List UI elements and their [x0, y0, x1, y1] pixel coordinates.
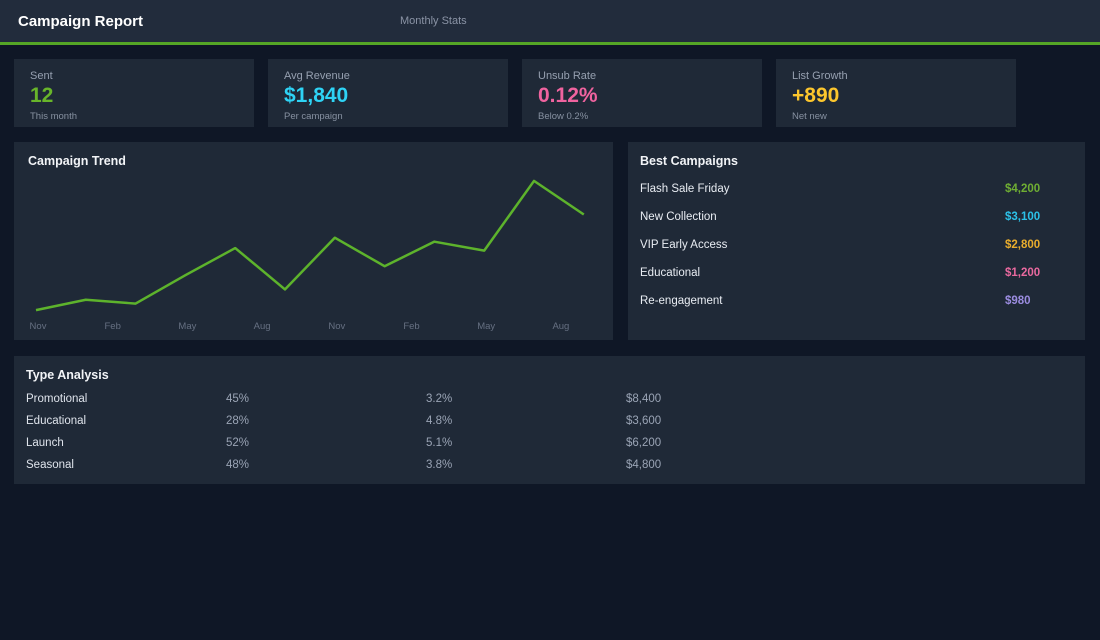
campaign-name: Educational [640, 267, 701, 279]
best-campaign-row: Educational $1,200 [640, 259, 1073, 287]
best-campaigns-title: Best Campaigns [640, 154, 738, 168]
best-campaigns-list: Flash Sale Friday $4,200 New Collection … [640, 175, 1073, 315]
type-name: Seasonal [26, 459, 74, 471]
table-row: Promotional 45% 3.2% $8,400 [26, 388, 1073, 410]
type-analysis-panel: Type Analysis Promotional 45% 3.2% $8,40… [14, 356, 1085, 484]
header: Campaign Report Monthly Stats [0, 0, 1100, 45]
type-percent: 45% [226, 393, 250, 405]
type-rate: 5.1% [426, 437, 453, 449]
table-row: Educational 28% 4.8% $3,600 [26, 410, 1073, 432]
x-tick-label: Nov [328, 321, 346, 332]
type-revenue: $4,800 [626, 459, 662, 471]
type-percent: 28% [226, 415, 250, 427]
x-tick-label: Aug [552, 321, 570, 332]
best-campaign-row: Re-engagement $980 [640, 287, 1073, 315]
type-analysis-title: Type Analysis [26, 368, 109, 382]
x-axis-tick-labels: Nov Feb May Aug Nov Feb May Aug [28, 319, 598, 332]
stat-card-sublabel: Net new [792, 111, 827, 122]
type-percent: 52% [226, 437, 250, 449]
stat-card-value: 12 [30, 84, 54, 107]
campaign-revenue: $980 [1005, 295, 1031, 307]
stat-card-value: 0.12% [538, 84, 598, 107]
type-revenue: $3,600 [626, 415, 662, 427]
main-content: Sent 12 This month Avg Revenue $1,840 Pe… [0, 45, 1100, 484]
x-tick-label: May [178, 321, 197, 332]
trend-line [35, 179, 585, 312]
stat-card-value: +890 [792, 84, 840, 107]
type-name: Launch [26, 437, 64, 449]
best-campaigns-panel: Best Campaigns Flash Sale Friday $4,200 … [628, 142, 1085, 340]
campaign-name: Re-engagement [640, 295, 723, 307]
stat-card-value: $1,840 [284, 84, 349, 107]
x-tick-label: Aug [253, 321, 271, 332]
stat-card-label: Avg Revenue [284, 70, 350, 82]
stat-card-label: List Growth [792, 70, 848, 82]
type-revenue: $8,400 [626, 393, 662, 405]
campaign-name: New Collection [640, 211, 717, 223]
header-subtitle: Monthly Stats [400, 15, 467, 27]
stat-card-list-growth: List Growth +890 Net new [776, 59, 1016, 127]
type-rate: 3.8% [426, 459, 453, 471]
type-analysis-table: Promotional 45% 3.2% $8,400 Educational … [26, 388, 1073, 476]
stat-card-sublabel: Per campaign [284, 111, 343, 122]
stat-cards: Sent 12 This month Avg Revenue $1,840 Pe… [14, 59, 1085, 127]
type-percent: 48% [226, 459, 250, 471]
best-campaign-row: VIP Early Access $2,800 [640, 231, 1073, 259]
campaign-name: VIP Early Access [640, 239, 728, 251]
x-tick-label: Feb [104, 321, 121, 332]
campaign-trend-title: Campaign Trend [28, 154, 126, 168]
stat-card-label: Sent [30, 70, 53, 82]
page-title: Campaign Report [18, 12, 144, 30]
trend-chart-svg [35, 179, 585, 312]
x-tick-label: May [477, 321, 496, 332]
best-campaign-row: Flash Sale Friday $4,200 [640, 175, 1073, 203]
stat-card-sublabel: This month [30, 111, 77, 122]
stat-card-label: Unsub Rate [538, 70, 597, 82]
stat-card-unsub-rate: Unsub Rate 0.12% Below 0.2% [522, 59, 762, 127]
type-revenue: $6,200 [626, 437, 662, 449]
middle-row: Campaign Trend Nov Feb May Aug Nov Feb May Aug … [14, 142, 1085, 340]
x-tick-label: Nov [29, 321, 47, 332]
campaign-revenue: $4,200 [1005, 183, 1041, 195]
stat-card-sent: Sent 12 This month [14, 59, 254, 127]
table-row: Seasonal 48% 3.8% $4,800 [26, 454, 1073, 476]
campaign-revenue: $3,100 [1005, 211, 1041, 223]
type-rate: 3.2% [426, 393, 453, 405]
campaign-revenue: $1,200 [1005, 267, 1041, 279]
stat-card-avg-revenue: Avg Revenue $1,840 Per campaign [268, 59, 508, 127]
campaign-name: Flash Sale Friday [640, 183, 730, 195]
table-row: Launch 52% 5.1% $6,200 [26, 432, 1073, 454]
best-campaign-row: New Collection $3,100 [640, 203, 1073, 231]
campaign-trend-panel: Campaign Trend Nov Feb May Aug Nov Feb May Aug [14, 142, 613, 340]
type-rate: 4.8% [426, 415, 453, 427]
campaign-revenue: $2,800 [1005, 239, 1041, 251]
type-name: Promotional [26, 393, 88, 405]
type-name: Educational [26, 415, 87, 427]
trend-chart: Nov Feb May Aug Nov Feb May Aug [28, 174, 598, 332]
x-tick-label: Feb [403, 321, 420, 332]
stat-card-sublabel: Below 0.2% [538, 111, 589, 122]
